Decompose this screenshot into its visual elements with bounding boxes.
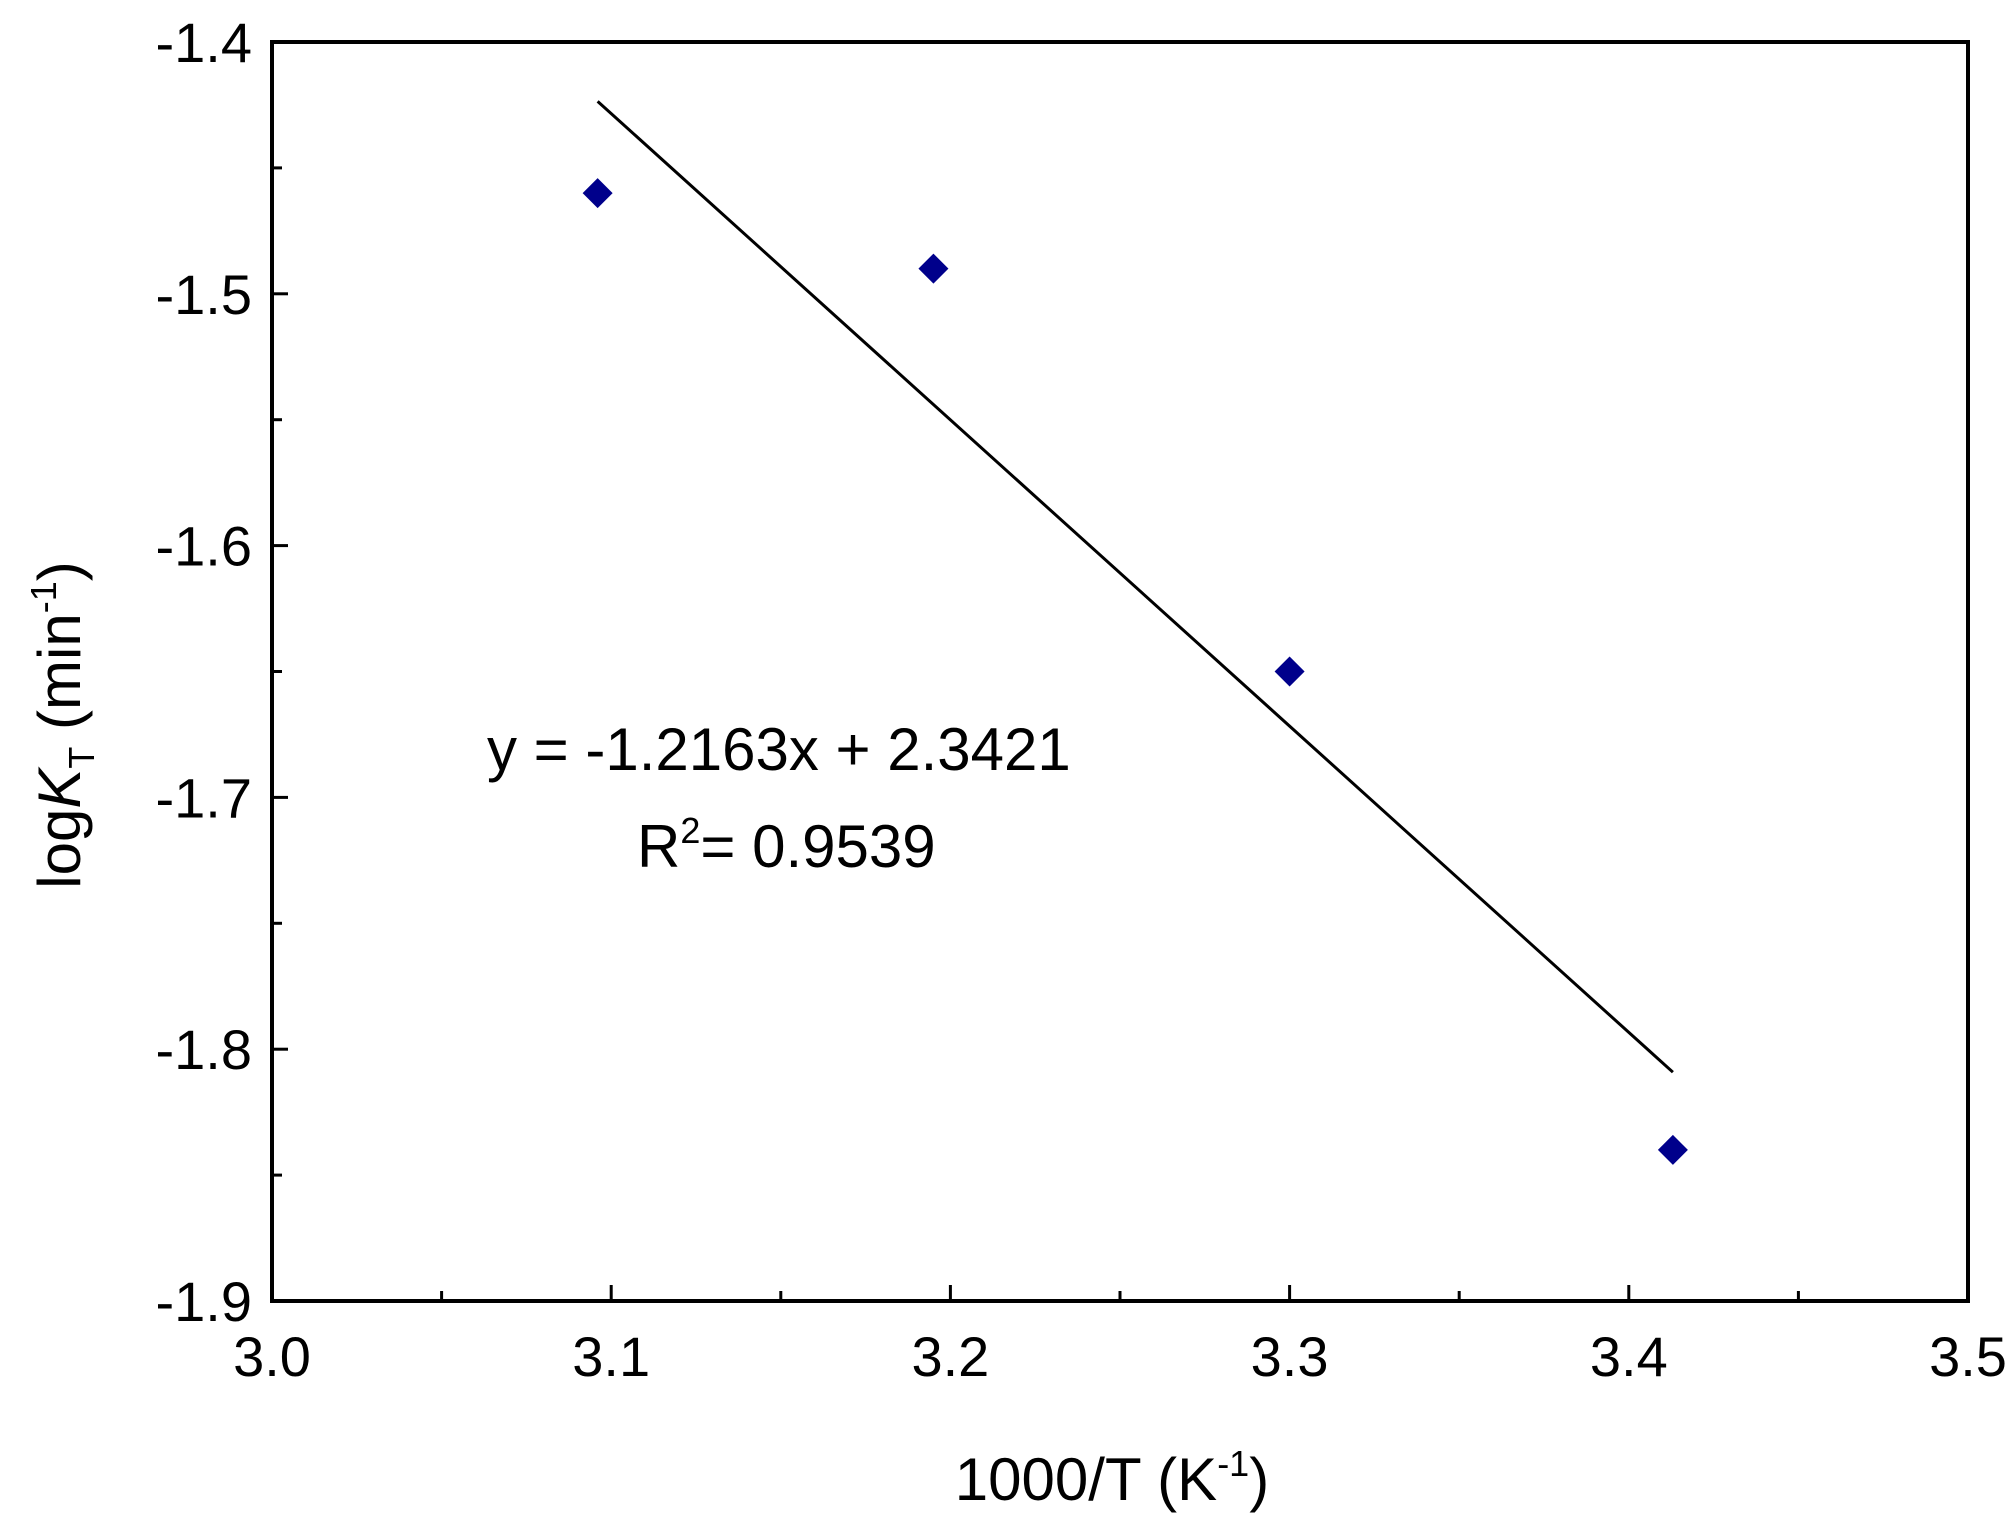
x-axis-title: 1000/T (K-1) (955, 1443, 1269, 1513)
r-squared-label: R2= 0.9539 (637, 810, 936, 880)
x-tick-label: 3.1 (572, 1325, 650, 1388)
data-point (582, 178, 613, 209)
data-point (1274, 656, 1305, 687)
y-tick-label: -1.4 (156, 11, 253, 74)
y-tick-label: -1.6 (156, 515, 253, 578)
y-tick-label: -1.7 (156, 766, 253, 829)
tick-labels: 3.0 3.1 3.2 3.3 3.4 3.5 -1.4 -1.5 -1.6 -1.7 -1.8 -1… (156, 11, 2007, 1388)
x-tick-label: 3.3 (1251, 1325, 1329, 1388)
fit-line-group (596, 100, 1674, 1074)
data-point (1657, 1134, 1688, 1165)
x-tick-label: 3.4 (1590, 1325, 1668, 1388)
y-tick-label: -1.5 (156, 263, 253, 326)
fit-line (596, 100, 1674, 1074)
y-axis-title: logKT (min-1) (23, 561, 102, 888)
x-tick-label: 3.0 (233, 1325, 311, 1388)
axes (270, 40, 1970, 1303)
regression-equation: y = -1.2163x + 2.3421 (487, 716, 1071, 783)
y-tick-label: -1.9 (156, 1270, 253, 1333)
plot-frame (270, 40, 1970, 1303)
x-tick-label: 3.5 (1929, 1325, 2007, 1388)
y-tick-label: -1.8 (156, 1018, 253, 1081)
data-points (582, 178, 1688, 1165)
tick-marks (270, 40, 1970, 1303)
x-tick-label: 3.2 (911, 1325, 989, 1388)
data-point (918, 253, 949, 284)
